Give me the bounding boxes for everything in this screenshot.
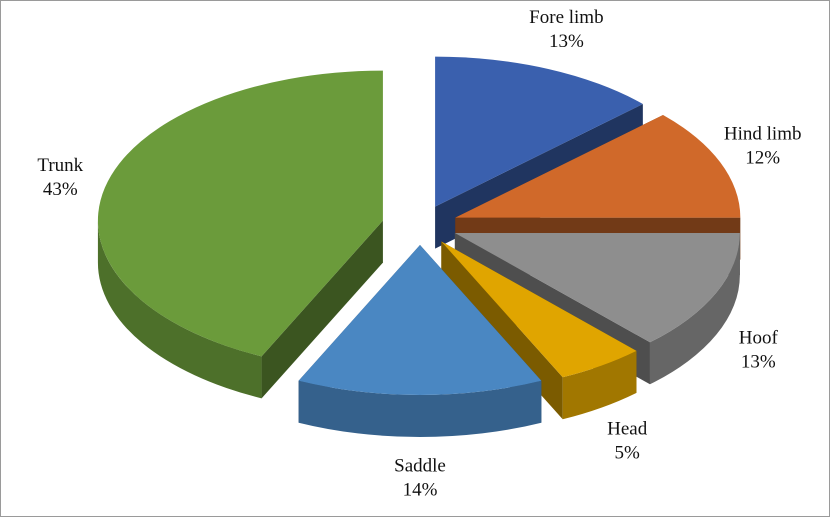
slice-label: Hoof [739, 328, 779, 349]
slice-side [298, 380, 542, 438]
slice-value-label: 12% [745, 147, 780, 168]
slice-side [649, 232, 740, 385]
slice [298, 245, 542, 438]
slice-value-label: 14% [403, 479, 438, 500]
slice-wall [261, 220, 383, 399]
slice-top [298, 245, 542, 395]
slice-top [435, 56, 643, 207]
slice-value-label: 43% [43, 179, 78, 200]
slice-label: Trunk [37, 155, 83, 176]
slice-label: Hind limb [724, 123, 802, 144]
slice-side [562, 350, 637, 420]
slice-top [455, 114, 741, 218]
slice-top [441, 241, 637, 378]
slice-top [454, 232, 740, 343]
slice-label: Head [607, 419, 648, 440]
slice [97, 70, 383, 399]
slice-value-label: 13% [549, 31, 584, 52]
slice-value-label: 13% [741, 352, 776, 373]
slice-side [97, 220, 262, 399]
slice-value-label: 5% [615, 443, 641, 464]
slice-top [97, 70, 383, 357]
slice-label: Saddle [394, 455, 446, 476]
slice-label: Fore limb [529, 7, 603, 28]
